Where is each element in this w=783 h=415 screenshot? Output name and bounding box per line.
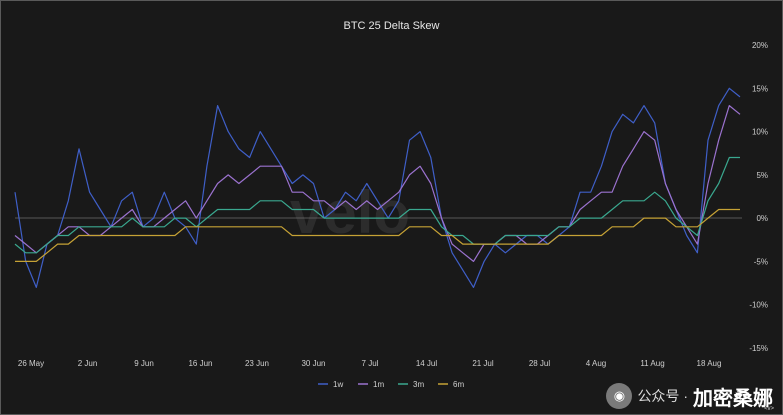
- series-line-1m: [14, 104, 741, 262]
- wechat-icon: ◉: [606, 383, 633, 409]
- series-line-6m: [15, 208, 740, 262]
- y-tick-label: 20%: [752, 41, 768, 50]
- x-tick-label: 30 Jun: [301, 359, 325, 368]
- source-badge: ◉ 公众号 · 加密桑娜: [606, 381, 773, 411]
- x-tick-label: 2 Jun: [78, 359, 98, 368]
- wechat-label: 公众号 ·: [637, 388, 688, 404]
- x-tick-label: 9 Jun: [134, 359, 154, 368]
- legend-label-6m: 6m: [453, 380, 464, 389]
- y-axis: 20% 15% 10% 5% 0% -5% -10% -15%: [749, 41, 768, 353]
- x-axis: 26 May 2 Jun 9 Jun 16 Jun 23 Jun 30 Jun 7 Jul 1…: [18, 359, 722, 368]
- x-tick-label: 11 Aug: [640, 359, 664, 368]
- x-tick-label: 18 Aug: [697, 359, 722, 368]
- y-tick-label: -10%: [749, 301, 768, 310]
- x-tick-label: 23 Jun: [245, 359, 269, 368]
- series-line-3m: [14, 156, 740, 254]
- x-tick-label: 26 May: [18, 359, 44, 368]
- legend-label-1m: 1m: [373, 380, 384, 389]
- x-tick-label: 7 Jul: [362, 359, 379, 368]
- corner-mark: <v>: [764, 406, 775, 412]
- x-tick-label: 14 Jul: [416, 359, 438, 368]
- y-tick-label: 15%: [752, 84, 768, 93]
- y-tick-label: 0%: [756, 214, 768, 223]
- x-tick-label: 28 Jul: [529, 359, 551, 368]
- legend: 1w 1m 3m 6m: [318, 380, 464, 389]
- y-tick-label: 5%: [756, 171, 768, 180]
- chart-title: BTC 25 Delta Skew: [343, 20, 440, 32]
- y-tick-label: -15%: [749, 344, 768, 353]
- source-name: 加密桑娜: [693, 387, 773, 410]
- y-tick-label: 10%: [752, 128, 768, 137]
- y-tick-label: -5%: [754, 257, 768, 266]
- x-tick-label: 16 Jun: [188, 359, 212, 368]
- x-tick-label: 4 Aug: [586, 359, 606, 368]
- series-layer: [14, 87, 741, 288]
- series-line-1w: [14, 87, 741, 288]
- watermark-text: velo: [290, 179, 410, 246]
- x-tick-label: 21 Jul: [472, 359, 494, 368]
- legend-label-3m: 3m: [413, 380, 424, 389]
- legend-label-1w: 1w: [333, 380, 343, 389]
